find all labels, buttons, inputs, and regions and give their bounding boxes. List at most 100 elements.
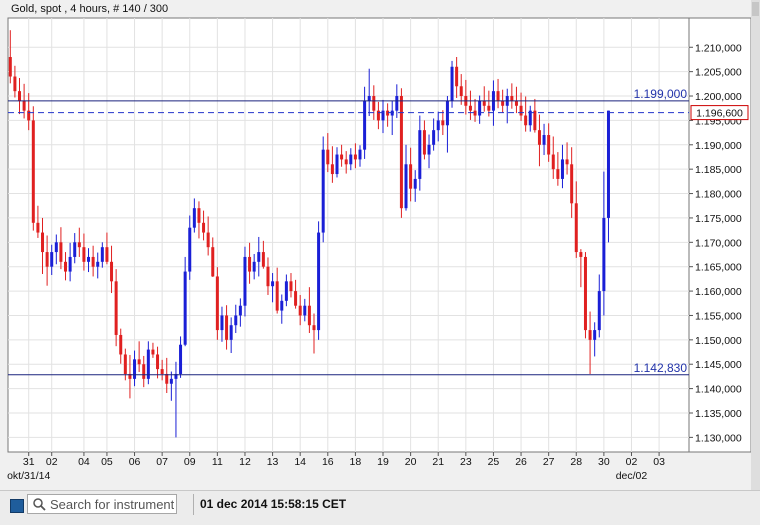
x-tick-label: 25 — [488, 456, 500, 468]
candle-body — [344, 159, 348, 165]
x-tick-label: 31 — [23, 456, 35, 468]
candle-body — [165, 373, 169, 384]
x-tick-label: 23 — [460, 456, 472, 468]
y-tick-label: 1.135,000 — [695, 408, 742, 420]
candle-body — [436, 120, 440, 131]
candle-body — [77, 242, 81, 248]
candle-body — [533, 110, 537, 131]
x-tick-label: 11 — [212, 456, 223, 468]
candle-body — [386, 110, 390, 116]
x-axis: 31 okt/31/14 02 04 05 06 07 09 11 12 13 14 16 18 19 20 2… — [7, 452, 665, 482]
bid-price-line: 1.196,600 — [8, 105, 749, 121]
candle-body — [602, 217, 606, 292]
candle-body — [82, 247, 86, 262]
scrollbar-track[interactable] — [751, 0, 760, 490]
x-tick-label: 21 — [432, 456, 444, 468]
candle-body — [36, 222, 40, 233]
candle-body — [22, 100, 26, 111]
candle-body — [160, 369, 164, 374]
y-tick-label: 1.210,000 — [695, 42, 742, 54]
candle-body — [542, 135, 546, 145]
x-tick-sublabel: dec/02 — [616, 470, 648, 482]
y-tick-label: 1.140,000 — [695, 384, 742, 396]
candle-body — [528, 110, 532, 126]
scrollbar-thumb[interactable] — [752, 2, 759, 16]
candle-body — [100, 247, 104, 262]
candle-body — [593, 330, 597, 340]
x-tick-label: 18 — [350, 456, 362, 468]
candle-body — [459, 86, 463, 97]
candle-body — [372, 96, 376, 111]
y-tick-label: 1.175,000 — [695, 213, 742, 225]
candle-body — [68, 256, 72, 272]
x-tick-label: 28 — [570, 456, 582, 468]
candle-body — [280, 300, 284, 311]
candle-body — [271, 281, 275, 287]
candle-body — [64, 261, 68, 272]
candle-body — [376, 110, 380, 121]
candle-body — [234, 315, 238, 326]
candle-body — [289, 281, 293, 292]
candle-body — [422, 130, 426, 155]
candle-body — [409, 164, 413, 189]
candle-body — [238, 305, 242, 316]
instrument-search-box[interactable] — [27, 494, 177, 514]
candle-body — [473, 110, 477, 116]
candle-body — [41, 232, 45, 253]
x-tick-label: 02 — [626, 456, 638, 468]
candle-body — [243, 256, 247, 306]
candle-body — [330, 164, 334, 175]
horizontal-lines[interactable]: 1.199,000 1.142,830 — [8, 87, 689, 376]
candle-body — [151, 349, 155, 355]
status-divider — [193, 494, 194, 515]
candle-body — [496, 91, 500, 101]
x-tick-label: 14 — [294, 456, 306, 468]
candle-body — [123, 354, 127, 374]
y-tick-label: 1.205,000 — [695, 67, 742, 79]
candle-body — [363, 100, 367, 150]
candle-body — [560, 159, 564, 179]
candle-body — [45, 252, 49, 267]
candle-body — [96, 261, 100, 267]
candle-body — [50, 252, 54, 267]
candlestick-chart[interactable]: Gold, spot , 4 hours, # 140 / 300 31 okt/… — [0, 0, 760, 490]
x-tick-label: 13 — [267, 456, 279, 468]
candle-body — [215, 276, 219, 331]
candle-body — [197, 208, 201, 223]
candle-body — [229, 325, 233, 340]
y-tick-label: 1.150,000 — [695, 335, 742, 347]
candle-body — [284, 281, 288, 301]
candle-body — [142, 364, 146, 379]
candle-body — [395, 96, 399, 111]
candle-body — [8, 57, 12, 77]
candle-body — [427, 144, 431, 155]
candle-body — [353, 154, 357, 160]
candle-body — [73, 242, 77, 257]
candle-body — [248, 256, 252, 272]
candle-body — [321, 149, 325, 233]
candle-body — [445, 100, 449, 126]
candle-body — [146, 349, 150, 379]
candle-body — [468, 105, 472, 111]
y-axis: 1.130,000 1.135,000 1.140,000 1.145,000 1.15… — [689, 42, 742, 444]
x-tick-label: 19 — [377, 456, 389, 468]
x-tick-label: 20 — [405, 456, 417, 468]
candle-body — [87, 256, 91, 262]
candle-body — [188, 227, 192, 272]
candle-body — [570, 164, 574, 204]
x-tick-label: 07 — [156, 456, 168, 468]
x-tick-label: 30 — [598, 456, 610, 468]
y-tick-label: 1.200,000 — [695, 91, 742, 103]
y-tick-label: 1.185,000 — [695, 164, 742, 176]
y-tick-label: 1.165,000 — [695, 262, 742, 274]
candle-body — [547, 135, 551, 155]
connection-status-icon[interactable] — [10, 499, 24, 513]
chart-window[interactable]: Gold, spot , 4 hours, # 140 / 300 31 okt/… — [0, 0, 760, 490]
x-tick-label: 04 — [78, 456, 90, 468]
candle-body — [519, 105, 523, 116]
candle-body — [110, 261, 114, 282]
y-tick-label: 1.160,000 — [695, 286, 742, 298]
y-axis-area — [688, 17, 752, 453]
candle-body — [537, 130, 541, 145]
search-input[interactable] — [50, 496, 174, 512]
